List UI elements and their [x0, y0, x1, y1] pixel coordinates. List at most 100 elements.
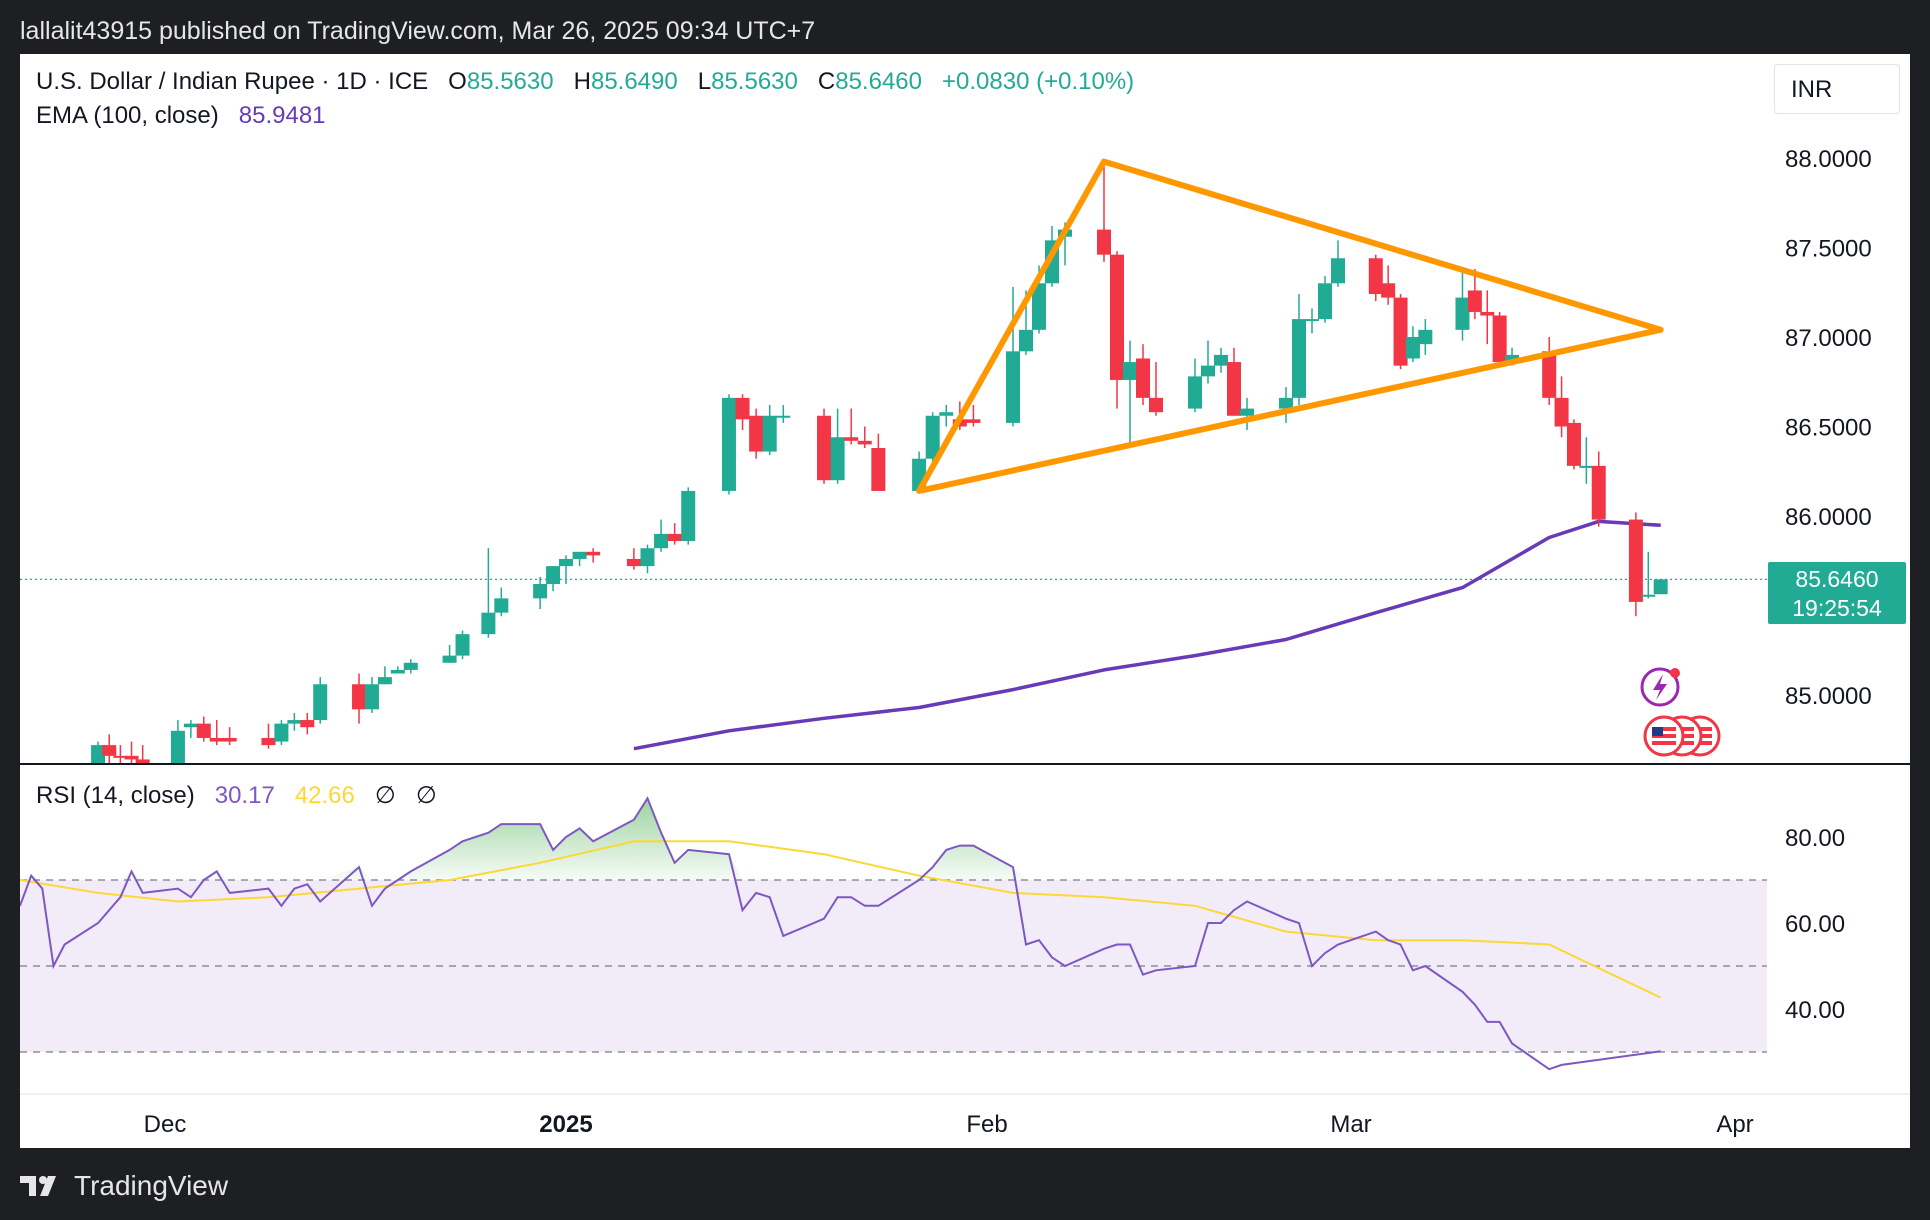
candle-body [222, 737, 237, 742]
candle [403, 659, 418, 674]
time-axis-tick: 2025 [539, 1111, 592, 1138]
candle [274, 720, 289, 746]
candle-body [776, 415, 791, 418]
candle-body [102, 745, 117, 756]
candle [749, 408, 764, 459]
high-label: H [573, 68, 591, 95]
candle-body [1279, 397, 1293, 409]
rsi-line [20, 796, 1661, 1071]
tradingview-logo-icon [20, 1176, 56, 1196]
candle [1554, 376, 1569, 438]
rsi-value: 30.17 [214, 782, 275, 809]
price-axis-tick: 86.0000 [1785, 504, 1872, 531]
flag-stripe-icon [1652, 738, 1676, 741]
candle-body [1123, 362, 1137, 380]
candle [1279, 387, 1293, 423]
candle-body [966, 419, 981, 423]
candle-body [352, 684, 367, 710]
candle [817, 408, 832, 484]
candle [1136, 344, 1150, 406]
candle-body [1554, 397, 1569, 427]
rsi-extra-1: ∅ [374, 782, 396, 809]
candle-body [1292, 319, 1306, 398]
candle-body [762, 415, 777, 452]
candle-body [1505, 354, 1520, 363]
chart-svg[interactable]: 88.0000 87.5000 87.0000 86.5000 86.0000 85.00… [20, 54, 1910, 1148]
candle [1123, 340, 1137, 448]
candle [494, 587, 509, 617]
currency-selector[interactable]: INR [1774, 64, 1900, 114]
candle [1188, 358, 1202, 413]
candle-body [844, 437, 859, 441]
candle [183, 720, 198, 738]
candle-body [830, 437, 845, 481]
candle [667, 523, 682, 545]
candle-body [1097, 229, 1111, 255]
candle-body [586, 551, 601, 556]
tradingview-brand[interactable]: TradingView [20, 1166, 228, 1206]
candle-body [1331, 258, 1345, 284]
candle-body [1188, 376, 1202, 409]
candle-body [300, 720, 315, 728]
candle-body [1201, 365, 1215, 377]
last-price-label: 85.6460 19:25:54 [1768, 562, 1906, 624]
time-axis-tick: Apr [1716, 1111, 1753, 1138]
candle [1240, 397, 1254, 431]
candle-body [364, 684, 379, 710]
candle-body [1368, 258, 1383, 295]
candle-body [113, 755, 128, 758]
price-axis-tick: 88.0000 [1785, 146, 1872, 173]
candle [261, 723, 276, 749]
price-axis-tick: 85.0000 [1785, 683, 1872, 710]
candle [586, 548, 601, 563]
low-value: 85.5630 [711, 68, 798, 95]
candle [844, 408, 859, 445]
candle-body [1381, 283, 1396, 298]
candle [1492, 311, 1507, 363]
candle [1480, 290, 1495, 345]
candle-body [572, 551, 587, 559]
open-label: O [448, 68, 467, 95]
rsi-label: RSI (14, close) [36, 782, 195, 809]
last-price-value: 85.6460 [1795, 566, 1879, 592]
candle [626, 548, 641, 570]
candle-body [1318, 283, 1332, 320]
candle-body [559, 558, 573, 567]
notification-dot-icon [1670, 668, 1680, 678]
tradingview-brand-text: TradingView [74, 1170, 229, 1201]
candle [377, 666, 392, 685]
candle-body [403, 662, 418, 670]
candle [102, 734, 117, 764]
candle-body [390, 669, 405, 674]
symbol-title[interactable]: U.S. Dollar / Indian Rupee · 1D · ICE [36, 68, 429, 95]
time-axis-tick: Dec [144, 1111, 187, 1138]
candle-body [749, 415, 764, 452]
candle-body [681, 490, 696, 542]
candle-body [274, 723, 289, 742]
ema-value: 85.9481 [238, 102, 326, 129]
ema-legend[interactable]: EMA (100, close) 85.9481 [36, 101, 326, 131]
candle-body [1418, 329, 1433, 345]
candle [546, 566, 561, 592]
time-axis-tick: Feb [966, 1111, 1007, 1138]
candle [1227, 347, 1241, 416]
candle-body [135, 759, 150, 764]
candle-body [1653, 579, 1668, 595]
candle [1418, 319, 1433, 355]
candle-body [1110, 254, 1124, 380]
candle [925, 412, 940, 463]
candle-body [871, 447, 886, 491]
candle [1628, 512, 1643, 617]
candle-body [1480, 311, 1495, 316]
candle-body [209, 737, 224, 742]
candle [1368, 254, 1383, 302]
rsi-axis-tick: 60.00 [1785, 911, 1845, 938]
low-label: L [697, 68, 712, 95]
candle [300, 712, 315, 735]
candle [966, 405, 981, 427]
close-label: C [817, 68, 836, 95]
candle [654, 519, 669, 552]
candle [640, 544, 655, 574]
candle [830, 408, 845, 484]
rsi-legend[interactable]: RSI (14, close) 30.17 42.66 ∅ ∅ [36, 781, 437, 811]
